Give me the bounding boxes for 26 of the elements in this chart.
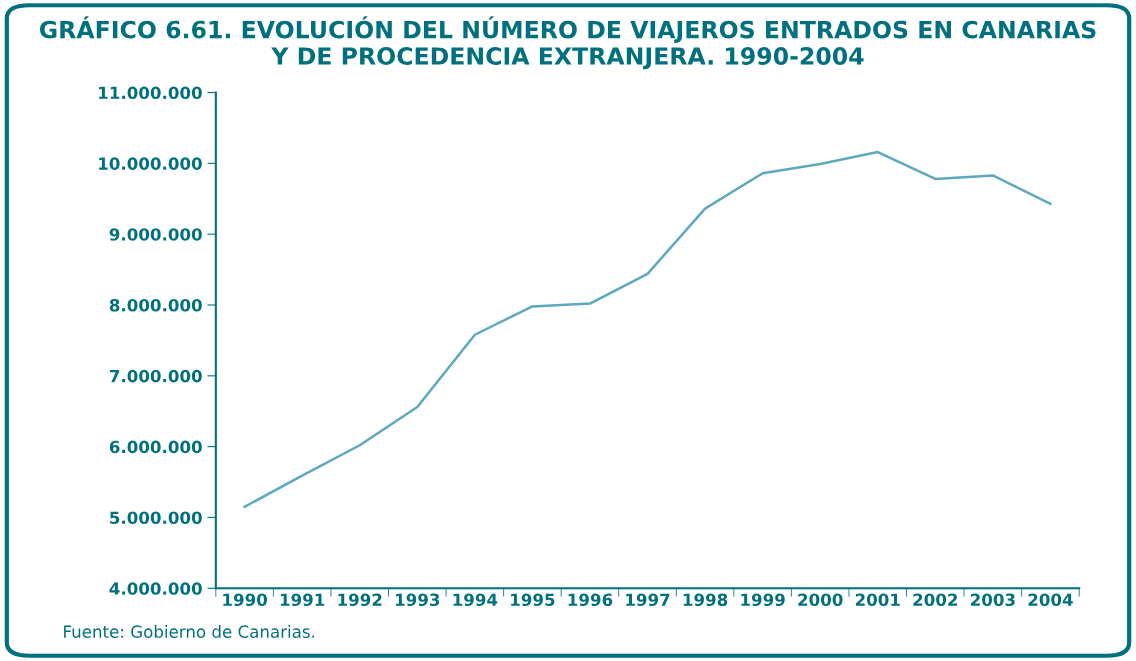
x-tick-label: 1999	[741, 593, 785, 607]
x-tick-label: 2002	[913, 593, 958, 607]
y-tick-label: 11.000.000	[99, 86, 202, 100]
y-tick-label: 5.000.000	[110, 511, 202, 525]
x-tick-label: 1991	[280, 593, 325, 607]
x-tick-label: 2004	[1028, 593, 1073, 607]
line-series	[243, 150, 1052, 509]
x-tick-label: 1994	[453, 593, 498, 607]
x-tick-label: 1996	[568, 593, 613, 607]
y-tick-label: 7.000.000	[109, 369, 202, 383]
x-tick-label: 1990	[223, 593, 268, 607]
x-tick-label: 1992	[338, 593, 382, 607]
y-tick-label: 9.000.000	[109, 228, 202, 241]
y-tick-label: 8.000.000	[109, 298, 202, 312]
x-tick-label: 2003	[970, 593, 1015, 607]
x-tick-label: 1995	[511, 593, 555, 607]
x-tick-label: 1998	[683, 593, 728, 607]
y-tick-label: 10.000.000	[99, 157, 202, 170]
chart-title: GRÁFICO 6.61. EVOLUCIÓN DEL NÚMERO DE VIAJEROS ENTRADOS EN CANARIAS Y DE PROCEDENCIA EXTRANJERA. 1990-2004	[39, 16, 1096, 70]
y-tick-label: 4.000.000	[109, 582, 202, 595]
x-tick-label: 1993	[395, 593, 440, 607]
x-tick-label: 2001	[855, 593, 900, 607]
source-note: Fuente: Gobierno de Canarias.	[64, 625, 315, 638]
x-tick-label: 2000	[798, 593, 843, 607]
y-tick-label: 6.000.000	[109, 440, 202, 454]
x-tick-label: 1997	[626, 593, 670, 607]
